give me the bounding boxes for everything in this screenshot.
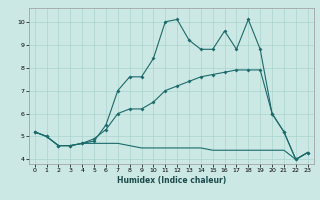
X-axis label: Humidex (Indice chaleur): Humidex (Indice chaleur) <box>116 176 226 185</box>
